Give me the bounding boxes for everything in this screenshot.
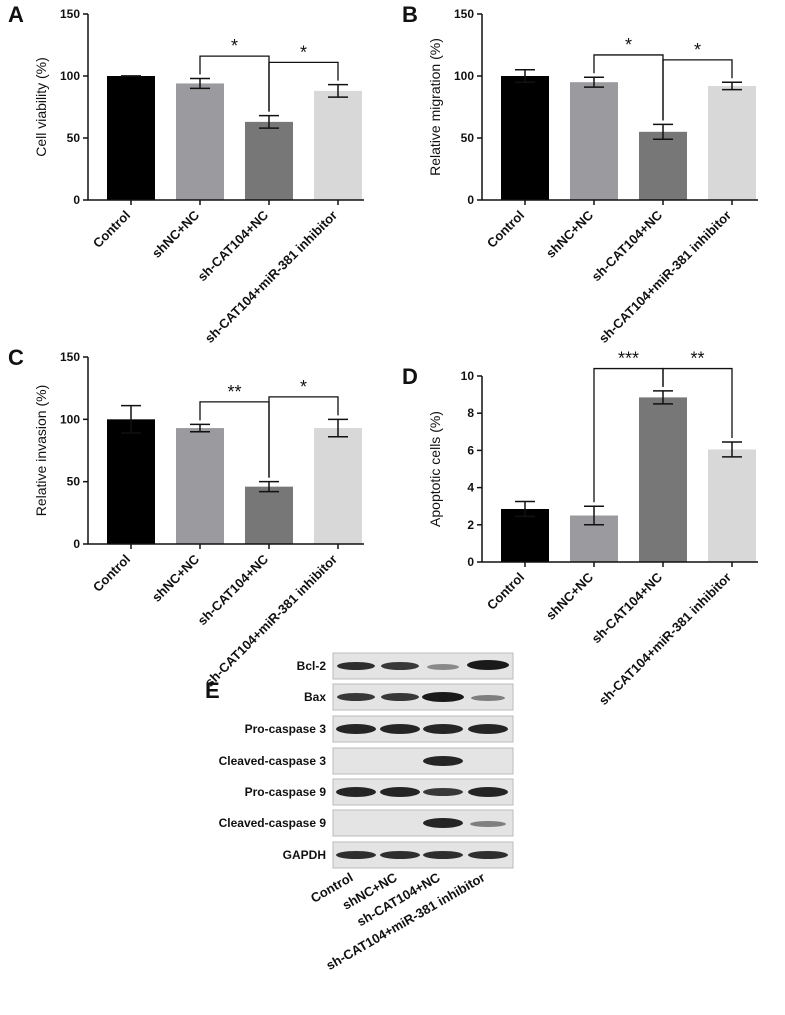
significance-label: * [694,40,701,60]
x-tick-label: shNC+NC [149,207,203,261]
y-tick-label: 8 [467,406,474,420]
bar [245,486,293,544]
significance-bracket [662,59,733,121]
bar [708,449,756,562]
significance-bracket [662,367,733,439]
blot-row-label: GAPDH [283,848,326,862]
y-tick-label: 6 [467,443,474,457]
x-tick-label: Control [90,208,133,251]
x-tick-label: sh-CAT104+miR-381 inhibitor [596,208,734,346]
y-axis-label: Relative invasion (%) [33,385,49,517]
x-tick-label: sh-CAT104+NC [589,207,666,284]
y-axis-label: Relative migration (%) [427,38,443,176]
x-tick-label: shNC+NC [543,569,597,623]
x-tick-label: sh-CAT104+miR-381 inhibitor [202,208,340,346]
bar [314,90,362,200]
bar [107,419,155,544]
significance-label: ** [227,382,241,402]
blot-row-label: Bax [304,690,326,704]
blot-bands [336,660,509,859]
y-tick-label: 100 [60,412,80,426]
blot-strips [332,652,514,869]
bar [107,76,155,200]
x-tick-label: Control [484,208,527,251]
blot-row-label: Cleaved-caspase 9 [219,816,327,830]
y-tick-label: 100 [60,69,80,83]
bar [501,76,549,200]
y-tick-label: 50 [67,131,81,145]
bar [639,397,687,562]
x-tick-label: sh-CAT104+miR-381 inhibitor [596,570,734,708]
panel-label: E [205,678,220,703]
bar [708,85,756,200]
blot-row-label: Pro-caspase 3 [245,722,327,736]
y-tick-label: 4 [467,481,474,495]
significance-label: *** [618,349,639,369]
y-tick-label: 2 [467,518,474,532]
y-tick-label: 0 [467,193,474,207]
x-tick-label: shNC+NC [543,207,597,261]
bar [176,83,224,200]
significance-label: * [300,42,307,62]
x-tick-label: Control [484,570,527,613]
bar [176,428,224,544]
x-tick-label: Control [90,552,133,595]
significance-label: * [625,35,632,55]
panel-label: B [402,2,418,27]
significance-label: * [300,377,307,397]
y-tick-label: 10 [461,369,475,383]
bar [314,428,362,544]
bar [639,131,687,200]
significance-label: * [231,36,238,56]
y-tick-label: 150 [454,7,474,21]
y-tick-label: 0 [73,537,80,551]
x-tick-label: shNC+NC [149,551,203,605]
y-tick-label: 150 [60,350,80,364]
y-tick-label: 50 [461,131,475,145]
blot-row-label: Bcl-2 [297,659,327,673]
bar [501,508,549,562]
bar [570,82,618,200]
y-tick-label: 50 [67,475,81,489]
x-tick-label: sh-CAT104+NC [195,207,272,284]
x-tick-label: sh-CAT104+NC [195,551,272,628]
y-tick-label: 100 [454,69,474,83]
x-tick-label: sh-CAT104+NC [589,569,666,646]
y-tick-label: 0 [73,193,80,207]
western-blot: E [205,652,514,869]
significance-bracket [268,396,339,478]
blot-row-label: Cleaved-caspase 3 [219,754,327,768]
bar [245,121,293,200]
panel-label: C [8,345,24,370]
y-axis-label: Apoptotic cells (%) [427,411,443,527]
significance-label: ** [690,349,704,369]
y-tick-label: 0 [467,555,474,569]
blot-row-label: Pro-caspase 9 [245,785,327,799]
significance-bracket [268,61,339,112]
panel-label: D [402,364,418,389]
y-axis-label: Cell viability (%) [33,57,49,157]
panel-label: A [8,2,24,27]
y-tick-label: 150 [60,7,80,21]
